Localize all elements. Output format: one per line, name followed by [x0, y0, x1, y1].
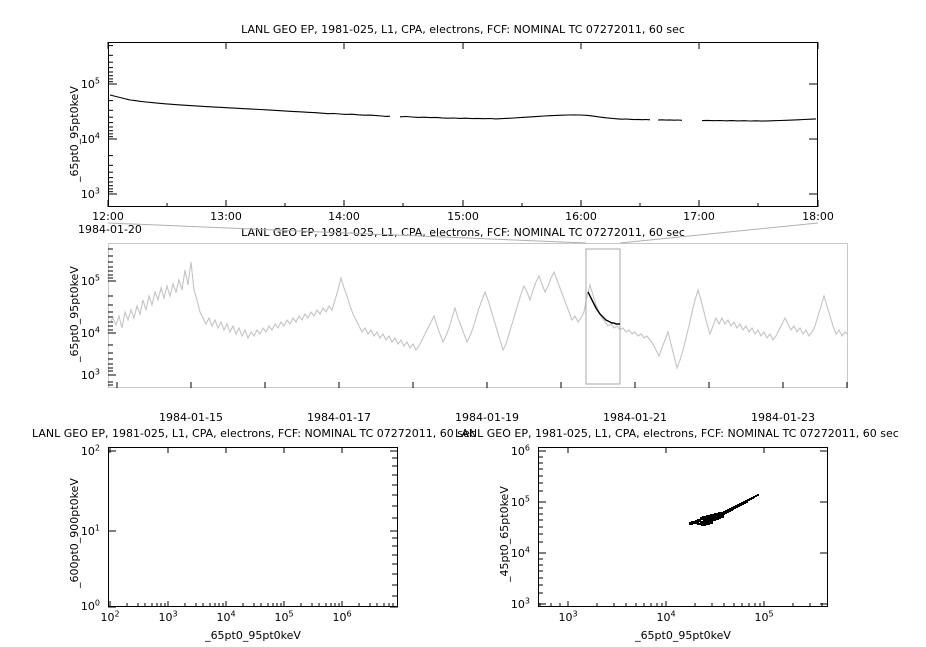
br-ytick-1e4: 104 — [510, 545, 530, 560]
middle-xtick-0: 1984-01-15 — [159, 411, 223, 424]
top-xtick-1: 13:00 — [210, 210, 242, 223]
bl-ytick-1e1: 101 — [80, 523, 100, 538]
top-ytick-1e4: 104 — [80, 131, 100, 146]
zoom-connector-lines — [107, 222, 819, 244]
middle-xtick-2: 1984-01-19 — [455, 411, 519, 424]
bottom-left-panel-title: LANL GEO EP, 1981-025, L1, CPA, electron… — [32, 427, 476, 440]
bl-xtick-1e2: 102 — [100, 609, 120, 624]
bl-ytick-1e0: 100 — [80, 598, 100, 613]
top-ytick-1e5: 105 — [80, 76, 100, 91]
br-ytick-1e6: 106 — [510, 443, 530, 458]
middle-ytick-1e3: 103 — [80, 367, 100, 382]
middle-selected-series — [587, 291, 620, 325]
br-ytick-1e3: 103 — [510, 596, 530, 611]
middle-panel-frame — [108, 243, 848, 388]
top-series-segment-2 — [399, 114, 651, 121]
br-ytick-1e5: 105 — [510, 494, 530, 509]
bottom-right-panel-xlabel: _65pt0_95pt0keV — [635, 629, 731, 642]
top-xtick-6: 18:00 — [802, 210, 834, 223]
br-xtick-1e5: 105 — [754, 609, 774, 624]
br-xtick-1e3: 103 — [558, 609, 578, 624]
bottom-right-panel-title: LANL GEO EP, 1981-025, L1, CPA, electron… — [455, 427, 899, 440]
top-series-segment-3 — [657, 119, 683, 121]
bl-ytick-1e2: 102 — [80, 443, 100, 458]
middle-xtick-1: 1984-01-17 — [307, 411, 371, 424]
top-series-segment-4 — [701, 118, 817, 122]
middle-context-series — [109, 261, 848, 370]
middle-ytick-1e5: 105 — [80, 273, 100, 288]
middle-panel-title: LANL GEO EP, 1981-025, L1, CPA, electron… — [241, 226, 685, 239]
middle-ytick-1e4: 104 — [80, 325, 100, 340]
top-date-label: 1984-01-20 — [78, 223, 142, 236]
top-ytick-1e3: 103 — [80, 186, 100, 201]
zoom-selection-box — [585, 248, 621, 385]
top-series-segment-1 — [109, 94, 391, 117]
bl-xtick-1e6: 106 — [332, 609, 352, 624]
top-panel-title: LANL GEO EP, 1981-025, L1, CPA, electron… — [241, 23, 685, 36]
bl-xtick-1e4: 104 — [216, 609, 236, 624]
top-xtick-0: 12:00 — [92, 210, 124, 223]
top-xtick-4: 16:00 — [565, 210, 597, 223]
top-xtick-5: 17:00 — [683, 210, 715, 223]
br-scatter-points — [689, 494, 759, 526]
bottom-left-panel-xlabel: _65pt0_95pt0keV — [205, 629, 301, 642]
middle-xtick-3: 1984-01-21 — [603, 411, 667, 424]
middle-xtick-4: 1984-01-23 — [751, 411, 815, 424]
top-xtick-2: 14:00 — [328, 210, 360, 223]
bl-xtick-1e5: 105 — [274, 609, 294, 624]
bottom-left-panel-frame — [108, 447, 398, 607]
br-xtick-1e4: 104 — [656, 609, 676, 624]
top-xtick-3: 15:00 — [447, 210, 479, 223]
bl-xtick-1e3: 103 — [158, 609, 178, 624]
